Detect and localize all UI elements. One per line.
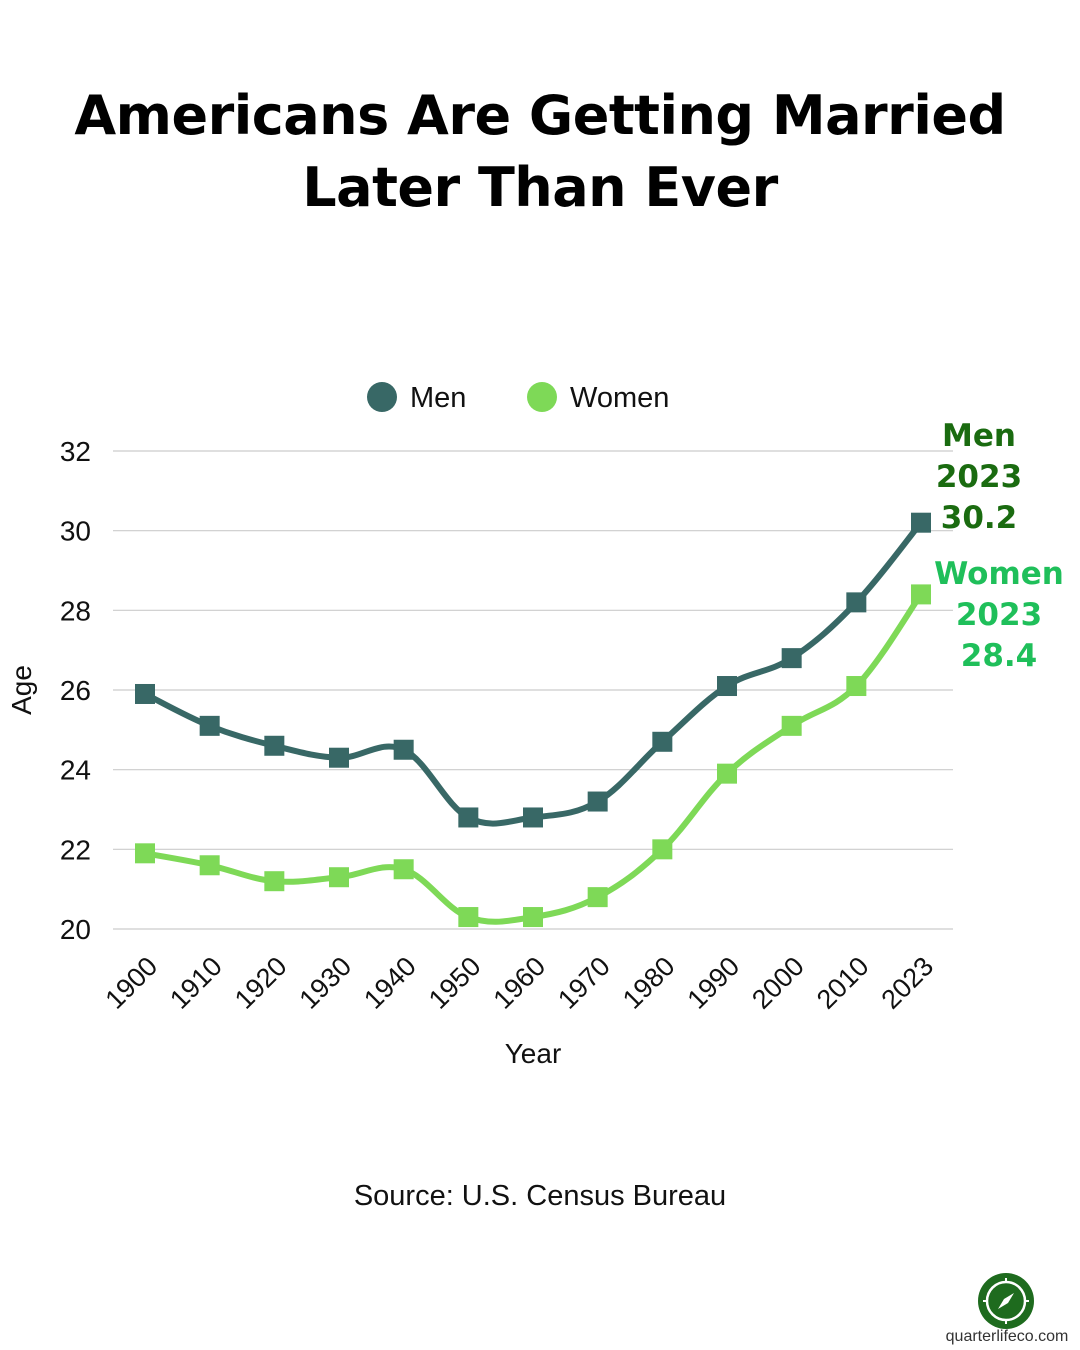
legend-marker-men (367, 382, 397, 412)
y-tick-label: 20 (60, 914, 91, 945)
data-point-women-1990[interactable] (717, 763, 737, 784)
legend-label-men: Men (410, 382, 466, 414)
data-point-women-1980[interactable] (652, 839, 673, 860)
compass-icon (978, 1273, 1034, 1329)
data-point-women-2000[interactable] (781, 715, 802, 736)
legend-marker-women (527, 382, 557, 412)
title-line-1: Americans Are Getting Married (74, 84, 1006, 147)
data-point-women-1940[interactable] (393, 859, 414, 880)
x-tick-label: 1920 (229, 951, 293, 1015)
data-point-women-2010[interactable] (846, 676, 867, 697)
series-line-men (142, 519, 924, 827)
data-point-men-2000[interactable] (781, 648, 802, 669)
y-tick-label: 26 (60, 675, 91, 706)
brand-logo[interactable]: quarterlifeco.com (934, 1270, 1080, 1350)
data-point-women-1910[interactable] (199, 855, 220, 876)
data-point-men-1910[interactable] (199, 715, 220, 736)
x-tick-label: 1970 (552, 951, 616, 1015)
y-tick-label: 24 (60, 755, 91, 786)
y-axis-title: Age (6, 665, 37, 715)
x-tick-label: 1900 (100, 951, 164, 1015)
x-tick-label: 1950 (423, 951, 487, 1015)
data-point-men-1940[interactable] (393, 739, 414, 760)
series-line-women (142, 591, 924, 925)
data-point-men-1970[interactable] (587, 791, 608, 812)
y-tick-label: 28 (60, 595, 91, 626)
x-tick-label: 2000 (746, 951, 810, 1015)
legend-label-women: Women (570, 382, 669, 414)
data-point-women-1950[interactable] (458, 907, 479, 928)
brand-url: quarterlifeco.com (945, 1328, 1069, 1345)
x-tick-label: 1960 (488, 951, 552, 1015)
x-tick-label: 1910 (164, 951, 228, 1015)
data-point-men-1930[interactable] (329, 747, 349, 768)
x-axis-title: Year (505, 1038, 562, 1069)
y-tick-label: 22 (60, 834, 91, 865)
y-tick-label: 30 (60, 516, 91, 547)
x-tick-label: 1940 (358, 951, 422, 1015)
x-tick-label: 2023 (876, 951, 940, 1015)
data-point-men-1980[interactable] (652, 731, 673, 752)
x-tick-label: 1930 (294, 951, 358, 1015)
x-tick-label: 2010 (811, 951, 875, 1015)
data-point-men-1900[interactable] (135, 683, 155, 704)
data-point-men-1960[interactable] (523, 807, 543, 828)
data-point-men-1990[interactable] (717, 676, 737, 697)
data-point-men-1950[interactable] (458, 807, 479, 828)
x-tick-label: 1980 (617, 951, 681, 1015)
end-label-men: Men (942, 418, 1016, 454)
title-line-2: Later Than Ever (302, 156, 778, 219)
end-label-men: 30.2 (941, 500, 1018, 536)
end-label-women: Women (934, 556, 1064, 592)
end-label-women: 28.4 (961, 638, 1038, 674)
y-tick-label: 32 (60, 436, 91, 467)
end-label-men: 2023 (936, 459, 1022, 495)
data-point-women-1930[interactable] (329, 867, 349, 888)
data-point-women-1960[interactable] (523, 907, 543, 928)
source-note: Source: U.S. Census Bureau (353, 1180, 727, 1212)
data-point-men-1920[interactable] (264, 735, 285, 756)
data-point-women-1920[interactable] (264, 871, 285, 892)
x-tick-label: 1990 (682, 951, 746, 1015)
end-label-women: 2023 (956, 597, 1042, 633)
data-point-men-2023[interactable] (911, 512, 931, 533)
data-point-women-2023[interactable] (911, 584, 931, 605)
data-point-men-2010[interactable] (846, 592, 867, 613)
data-point-women-1900[interactable] (135, 843, 155, 864)
data-point-women-1970[interactable] (587, 887, 608, 908)
chart-title: Americans Are Getting Married Later Than… (0, 80, 1080, 224)
